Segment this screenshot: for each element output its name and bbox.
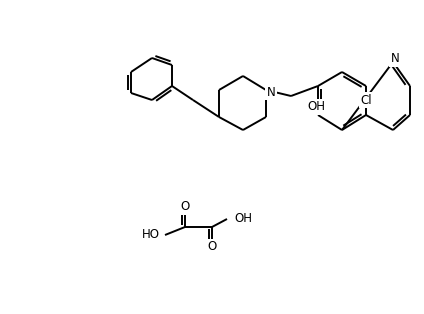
- Text: O: O: [180, 201, 190, 214]
- Text: N: N: [267, 85, 275, 99]
- Text: Cl: Cl: [360, 94, 372, 106]
- Text: O: O: [207, 241, 217, 253]
- Text: N: N: [391, 52, 399, 66]
- Text: OH: OH: [234, 213, 252, 225]
- Text: HO: HO: [142, 229, 160, 241]
- Text: OH: OH: [307, 100, 325, 113]
